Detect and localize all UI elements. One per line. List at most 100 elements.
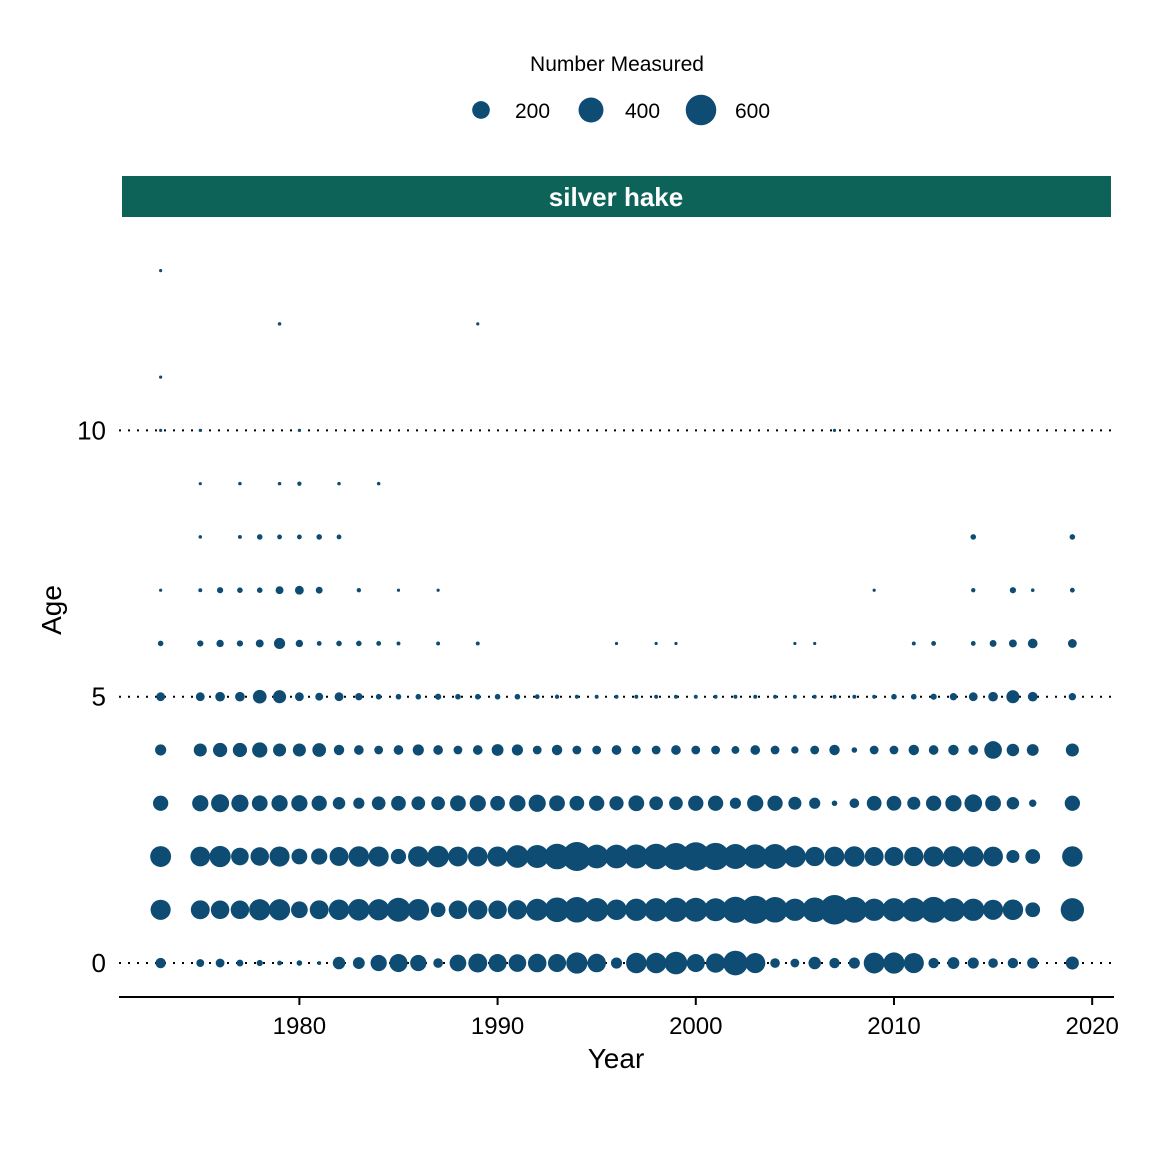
point-1987-age-2 [427,845,449,868]
point-2010-age-3 [886,795,902,811]
point-2000-age-3 [688,795,704,811]
point-2003-age-1 [741,895,770,924]
point-1978-age-0 [256,959,263,967]
point-2015-age-3 [985,795,1001,812]
point-1996-age-3 [609,796,624,811]
point-1997-age-5 [634,694,639,699]
point-2000-age-5 [693,694,698,699]
point-1992-age-0 [527,953,547,973]
point-2007-age-4 [829,744,840,756]
point-2002-age-5 [733,694,738,699]
point-1978-age-1 [249,899,271,921]
point-2010-age-2 [884,847,904,866]
point-1980-age-2 [291,848,308,865]
point-2001-age-3 [707,795,724,811]
point-2011-age-5 [911,693,917,700]
point-1978-age-5 [252,689,267,704]
point-2002-age-1 [722,896,749,923]
point-2000-age-4 [691,745,701,755]
point-1977-age-3 [231,794,249,812]
point-2006-age-2 [805,846,825,867]
point-2002-age-0 [723,950,748,976]
point-2014-age-1 [962,898,985,921]
point-1984-age-1 [368,899,390,921]
point-2012-age-4 [928,745,939,755]
point-2009-age-1 [863,898,886,921]
point-2001-age-5 [713,694,718,699]
point-2002-age-4 [731,746,740,754]
y-axis-title: Age [36,585,67,635]
point-2012-age-2 [923,846,944,867]
point-1983-age-0 [352,957,365,969]
point-1985-age-7 [396,588,401,592]
point-2006-age-4 [810,745,820,755]
point-1989-age-6 [475,641,480,646]
point-1981-age-6 [316,641,322,646]
point-2005-age-3 [788,796,802,810]
point-1980-age-5 [294,692,304,702]
point-1987-age-5 [435,693,442,700]
point-1979-age-12 [277,322,282,326]
point-1991-age-5 [514,693,521,700]
point-2001-age-2 [701,842,730,871]
point-2006-age-5 [812,694,817,699]
point-1994-age-3 [569,795,585,811]
point-1999-age-3 [669,796,683,811]
point-1981-age-2 [311,848,328,865]
point-2000-age-2 [681,842,711,871]
point-1981-age-7 [315,586,323,594]
legend-label-400: 400 [625,100,660,123]
point-2001-age-1 [704,898,728,922]
point-2009-age-3 [866,795,882,811]
point-1983-age-7 [356,588,362,593]
point-1980-age-4 [292,743,306,757]
point-1993-age-5 [554,694,560,699]
point-1973-age-3 [153,795,169,811]
point-2011-age-1 [901,897,926,922]
point-1979-age-0 [277,960,282,966]
point-1975-age-5 [195,692,205,702]
point-2016-age-5 [1006,690,1020,704]
point-1997-age-1 [625,898,648,921]
point-2006-age-6 [813,641,817,646]
point-2017-age-7 [1030,588,1035,592]
point-1987-age-0 [433,958,443,968]
point-1989-age-2 [467,846,488,867]
point-1998-age-6 [654,641,658,646]
point-1998-age-0 [645,952,667,974]
point-2010-age-5 [891,693,897,700]
point-2005-age-5 [792,694,797,699]
point-2008-age-0 [848,957,860,969]
x-tick-label-2000: 2000 [669,1013,722,1040]
point-1988-age-5 [455,693,461,700]
point-2004-age-1 [762,896,788,923]
point-2017-age-5 [1027,691,1038,702]
point-1977-age-8 [237,534,242,539]
point-2014-age-4 [968,745,979,755]
point-1976-age-0 [215,958,225,968]
point-1973-age-1 [150,899,171,920]
point-1977-age-0 [236,959,244,967]
point-2011-age-6 [911,641,916,646]
point-2014-age-0 [967,957,979,969]
point-1985-age-2 [390,848,407,865]
point-1988-age-4 [453,745,463,755]
point-1989-age-4 [472,745,483,755]
point-1982-age-5 [334,692,344,702]
point-1979-age-5 [273,690,287,704]
point-2015-age-4 [984,741,1002,759]
point-1989-age-1 [468,900,488,920]
point-2002-age-2 [722,844,748,869]
point-2017-age-3 [1029,799,1037,807]
point-1983-age-1 [348,898,370,921]
point-1978-age-6 [255,639,264,648]
point-1980-age-8 [296,534,302,540]
point-1973-age-5 [156,692,166,702]
point-1981-age-4 [312,743,327,757]
point-1978-age-2 [250,847,269,866]
point-2008-age-3 [849,798,860,809]
point-1978-age-3 [251,795,268,812]
point-2011-age-0 [903,952,924,974]
point-1981-age-8 [316,534,322,540]
point-1986-age-1 [407,898,430,921]
